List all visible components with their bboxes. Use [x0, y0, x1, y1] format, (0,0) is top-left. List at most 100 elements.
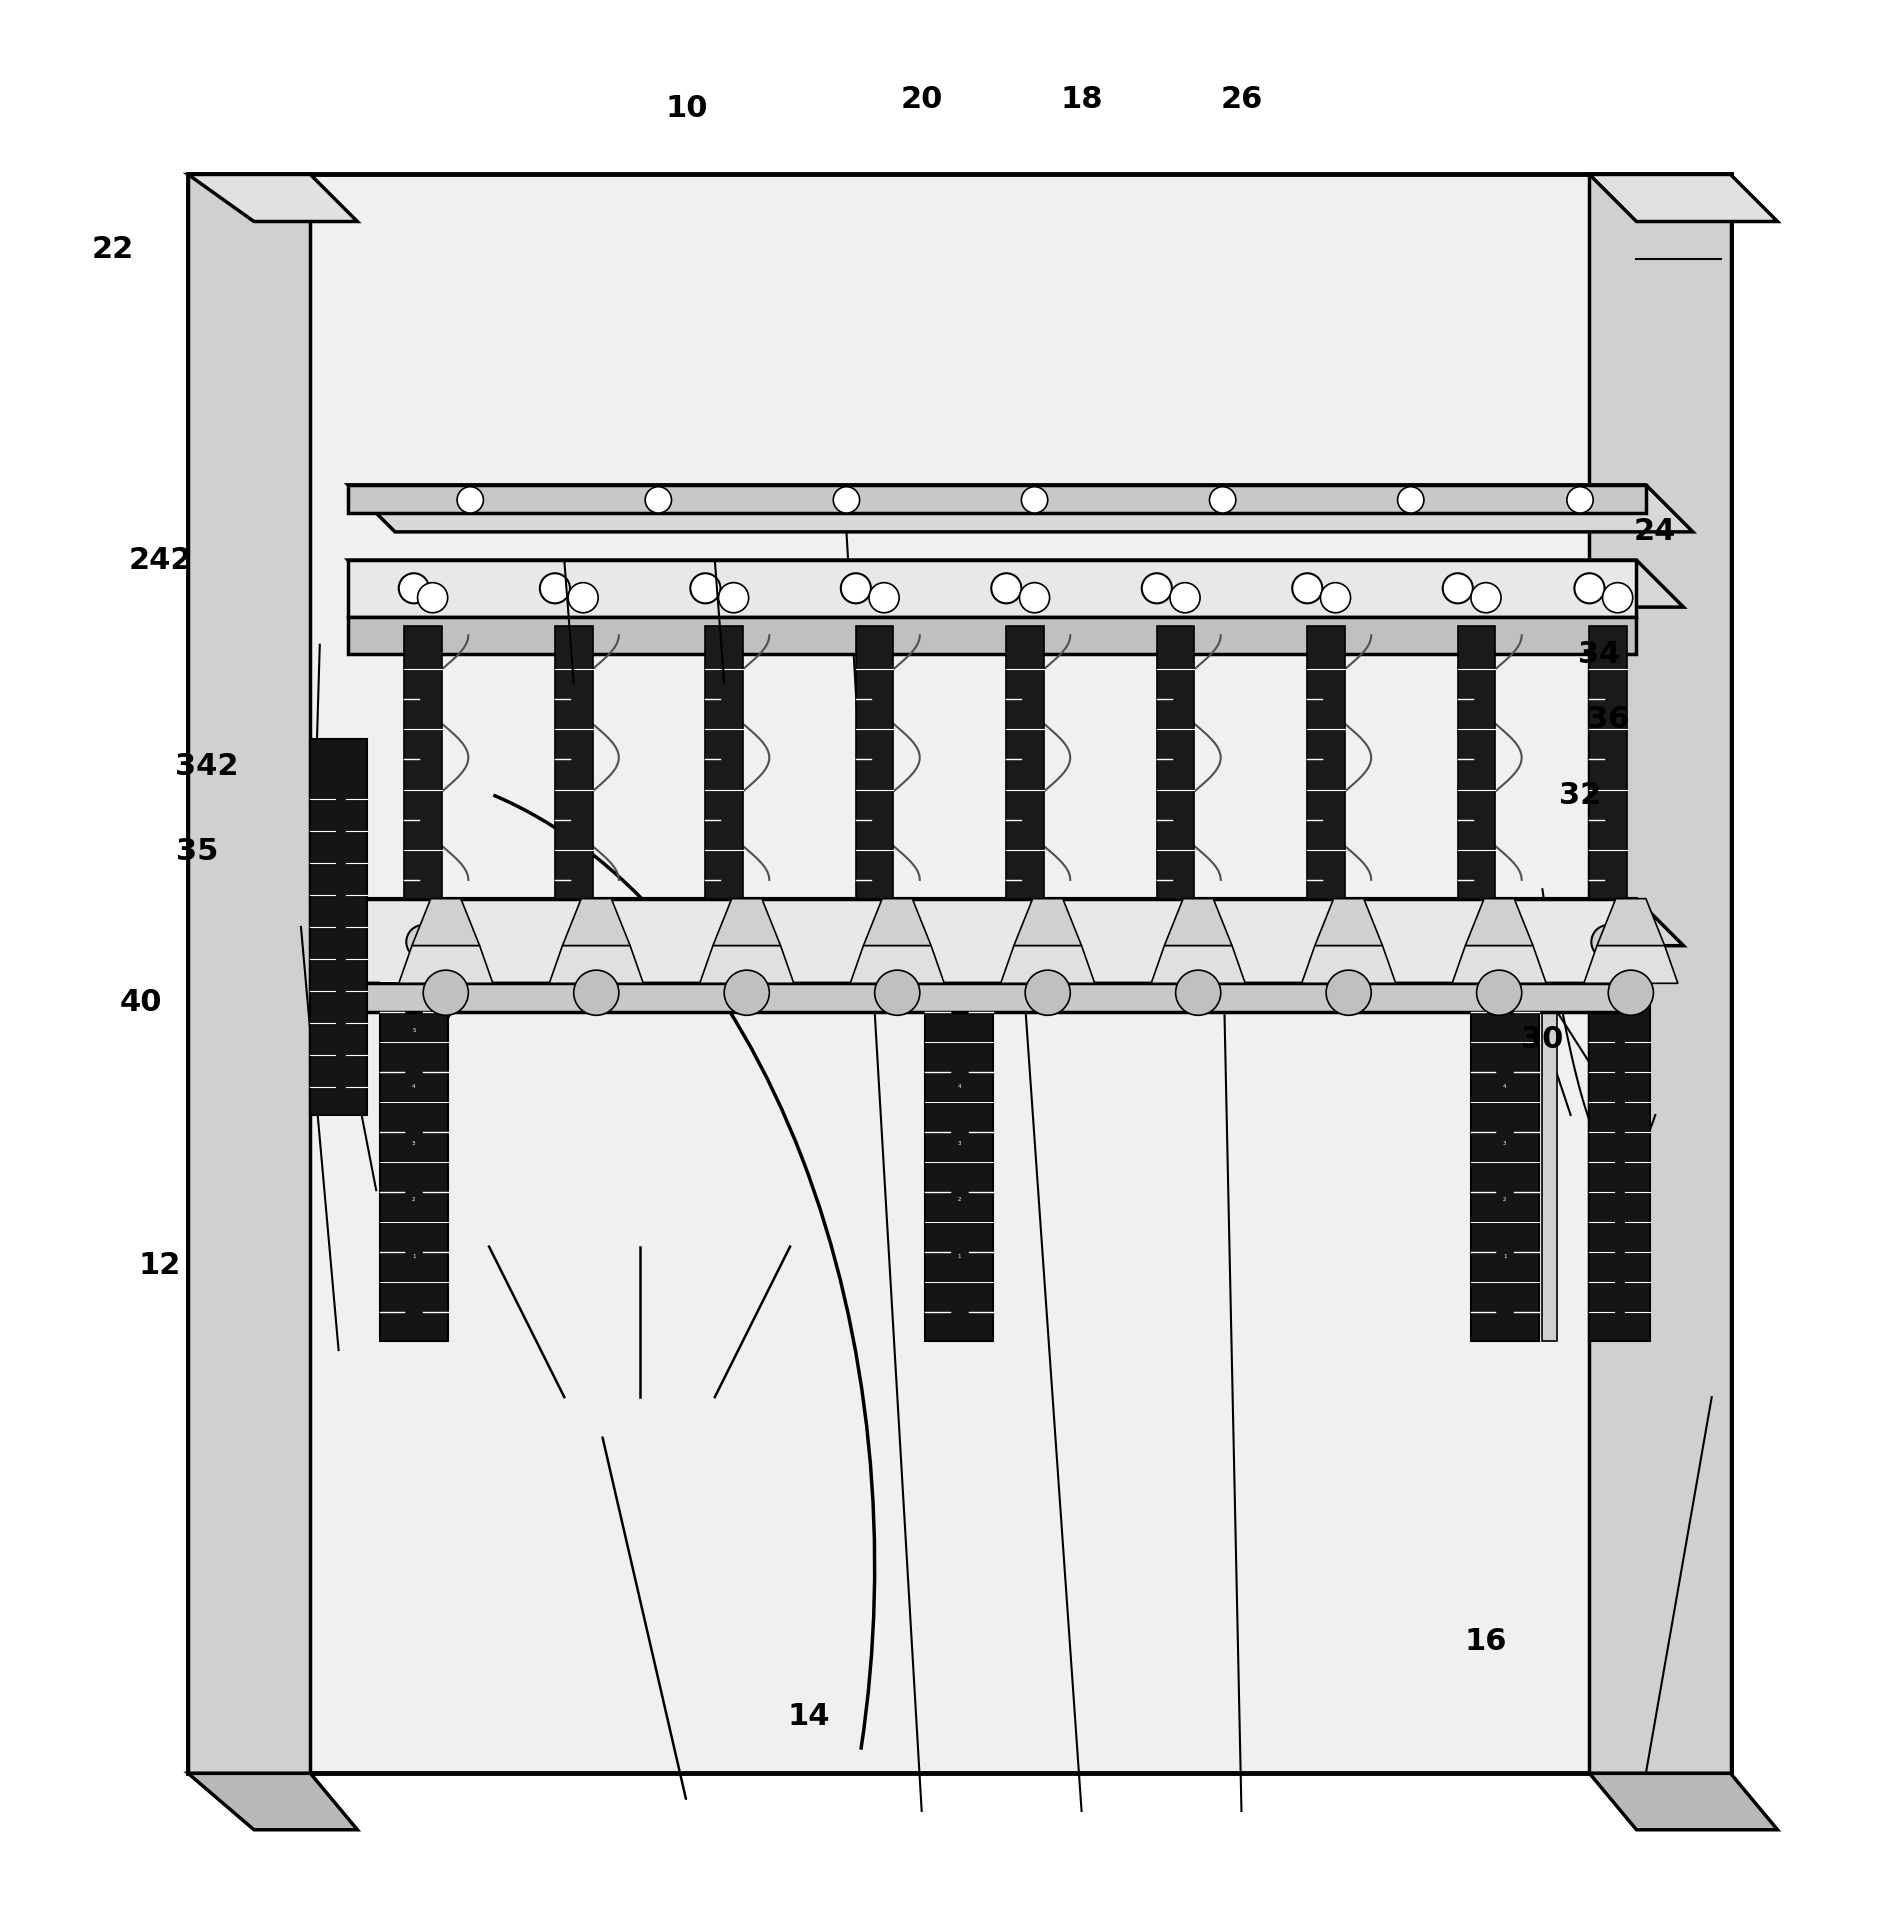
Circle shape: [1566, 486, 1592, 513]
Polygon shape: [188, 1773, 357, 1831]
Circle shape: [566, 926, 600, 959]
Polygon shape: [1583, 945, 1677, 984]
Circle shape: [1397, 486, 1423, 513]
Circle shape: [867, 926, 901, 959]
Polygon shape: [412, 899, 479, 945]
Text: 16: 16: [1465, 1628, 1506, 1657]
Text: 4: 4: [1502, 1084, 1506, 1090]
Text: 4: 4: [412, 1084, 415, 1090]
Polygon shape: [348, 617, 1636, 654]
Bar: [705, 625, 743, 899]
Bar: [855, 625, 893, 899]
Circle shape: [457, 486, 483, 513]
Bar: [1470, 1003, 1538, 1341]
Circle shape: [417, 583, 447, 613]
Polygon shape: [348, 984, 1636, 1011]
Circle shape: [718, 583, 748, 613]
Bar: [555, 625, 592, 899]
Circle shape: [1025, 970, 1070, 1015]
Polygon shape: [188, 174, 357, 222]
Circle shape: [573, 970, 619, 1015]
Text: 18: 18: [1060, 85, 1102, 114]
Circle shape: [540, 573, 570, 604]
Polygon shape: [850, 945, 944, 984]
Circle shape: [1470, 583, 1500, 613]
Polygon shape: [699, 945, 793, 984]
Circle shape: [1574, 573, 1604, 604]
Bar: [404, 625, 442, 899]
Bar: [925, 1003, 993, 1341]
Circle shape: [840, 573, 870, 604]
Polygon shape: [188, 174, 1730, 1773]
Bar: [310, 739, 367, 1115]
Circle shape: [423, 970, 468, 1015]
Text: 24: 24: [1634, 517, 1675, 546]
Text: 35: 35: [177, 837, 218, 866]
Text: 242: 242: [128, 546, 192, 575]
Polygon shape: [399, 945, 493, 984]
Text: 1: 1: [957, 1254, 961, 1258]
Text: 10: 10: [666, 95, 707, 123]
Polygon shape: [549, 945, 643, 984]
Text: 20: 20: [901, 85, 942, 114]
Bar: [1307, 625, 1344, 899]
Polygon shape: [1301, 945, 1395, 984]
Text: 30: 30: [1521, 1024, 1562, 1055]
Text: 40: 40: [120, 988, 162, 1017]
Bar: [1156, 625, 1194, 899]
Polygon shape: [348, 559, 1636, 617]
Circle shape: [991, 573, 1021, 604]
Polygon shape: [348, 559, 1683, 608]
Bar: [1542, 964, 1557, 1341]
Circle shape: [1590, 926, 1624, 959]
Circle shape: [1476, 970, 1521, 1015]
Circle shape: [1292, 573, 1322, 604]
Polygon shape: [562, 899, 630, 945]
Polygon shape: [1013, 899, 1081, 945]
Polygon shape: [863, 899, 931, 945]
Circle shape: [1318, 926, 1352, 959]
Text: 2: 2: [412, 1198, 415, 1202]
Text: 1: 1: [1502, 1254, 1506, 1258]
Circle shape: [1325, 970, 1371, 1015]
Circle shape: [1607, 970, 1653, 1015]
Circle shape: [406, 926, 440, 959]
Polygon shape: [1151, 945, 1245, 984]
Polygon shape: [348, 899, 1683, 945]
Circle shape: [1167, 926, 1201, 959]
Circle shape: [1602, 583, 1632, 613]
Text: 3: 3: [957, 1140, 961, 1146]
Text: 1: 1: [412, 1254, 415, 1258]
Polygon shape: [348, 899, 1636, 984]
Polygon shape: [188, 174, 310, 1773]
Text: 342: 342: [175, 752, 239, 781]
Polygon shape: [1451, 945, 1545, 984]
Circle shape: [1175, 970, 1220, 1015]
Circle shape: [568, 583, 598, 613]
Polygon shape: [1314, 899, 1382, 945]
Polygon shape: [1465, 899, 1532, 945]
Circle shape: [1442, 573, 1472, 604]
Text: 3: 3: [1502, 1140, 1506, 1146]
Text: 26: 26: [1220, 85, 1261, 114]
Text: 5: 5: [412, 1028, 415, 1032]
Circle shape: [1141, 573, 1171, 604]
Text: 2: 2: [1502, 1198, 1506, 1202]
Polygon shape: [713, 899, 780, 945]
Text: 22: 22: [92, 235, 133, 264]
Text: 4: 4: [957, 1084, 961, 1090]
Text: 32: 32: [1559, 781, 1600, 810]
Circle shape: [869, 583, 899, 613]
Polygon shape: [1589, 174, 1730, 1773]
Text: 12: 12: [139, 1252, 180, 1281]
Polygon shape: [348, 484, 1692, 532]
Polygon shape: [1164, 899, 1231, 945]
Bar: [1589, 984, 1649, 1341]
Polygon shape: [1589, 1773, 1777, 1831]
Bar: [1006, 625, 1043, 899]
Circle shape: [690, 573, 720, 604]
Text: 3: 3: [412, 1140, 415, 1146]
Polygon shape: [1000, 945, 1094, 984]
Circle shape: [1320, 583, 1350, 613]
Circle shape: [716, 926, 750, 959]
